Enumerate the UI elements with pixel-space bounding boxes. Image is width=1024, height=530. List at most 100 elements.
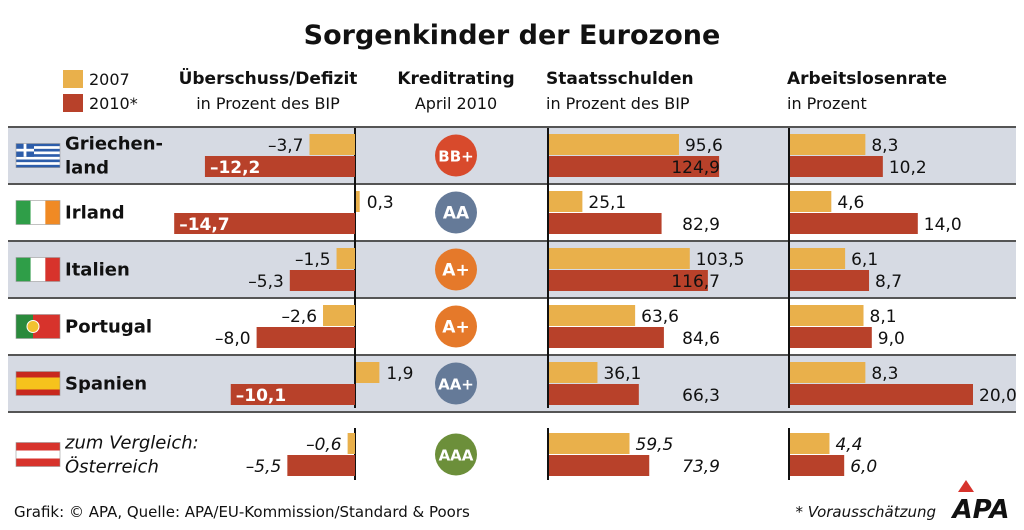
unemployment-value-label: 8,3: [871, 364, 898, 384]
deficit-bar-2010: [289, 270, 355, 291]
flag-part: [30, 200, 46, 225]
unemployment-value-label: 10,2: [889, 158, 927, 178]
deficit-value-label: –8,0: [215, 329, 251, 349]
unemployment-bar-2010: [789, 270, 870, 291]
deficit-value-label: –1,5: [295, 250, 331, 270]
rating-badge: [435, 305, 477, 348]
debt-value-label: 59,5: [636, 435, 674, 455]
deficit-value-label: –2,6: [281, 307, 317, 327]
country-name: land: [65, 158, 109, 179]
column-subheader-schulden: in Prozent des BIP: [546, 94, 690, 113]
footer-source: Grafik: © APA, Quelle: APA/EU-Kommission…: [14, 503, 470, 521]
debt-value-label: 82,9: [682, 215, 720, 235]
debt-bar-2007: [548, 362, 598, 383]
unemployment-value-label: 6,1: [851, 250, 878, 270]
unemployment-bar-2010: [789, 455, 845, 476]
unemployment-value-label: 6,0: [850, 457, 877, 477]
unemployment-bar-2007: [789, 362, 866, 383]
debt-value-label: 103,5: [696, 250, 745, 270]
ireland-flag: [15, 200, 61, 225]
unemployment-bar-2007: [789, 134, 866, 155]
debt-axis: [547, 428, 549, 480]
unemployment-axis: [788, 428, 790, 480]
flag-part: [16, 146, 60, 150]
deficit-bar-2010: [174, 213, 355, 234]
italy-flag: [15, 257, 61, 282]
apa-logo-mark: [958, 480, 974, 492]
country-name: Portugal: [65, 317, 152, 338]
row-divider: [8, 354, 1016, 356]
unemployment-bar-2010: [789, 384, 973, 405]
unemployment-value-label: 8,1: [870, 307, 897, 327]
flag-part: [16, 377, 60, 390]
debt-bar-2010: [548, 455, 650, 476]
flag-part: [16, 200, 31, 225]
debt-bar-2007: [548, 305, 636, 326]
flag-part: [16, 156, 60, 160]
rating-label: AA: [443, 204, 470, 224]
debt-bar-2010: [548, 270, 708, 291]
apa-logo-text: APA: [951, 495, 1010, 525]
flag-part: [16, 148, 60, 152]
debt-bar-2007: [548, 134, 679, 155]
debt-value-label: 95,6: [685, 136, 723, 156]
country-name: Spanien: [65, 374, 147, 395]
spain-flag: [15, 371, 61, 396]
flag-part: [23, 143, 27, 157]
unemployment-value-label: 4,4: [835, 435, 862, 455]
country-name: Österreich: [65, 456, 159, 478]
row-divider: [8, 411, 1016, 413]
flag-border: [15, 442, 61, 467]
deficit-bar-2007: [309, 134, 355, 155]
unemployment-bar-2007: [789, 248, 846, 269]
row-divider: [8, 240, 1016, 242]
debt-bar-2007: [548, 433, 630, 454]
deficit-value-label: –3,7: [268, 136, 304, 156]
country-name: Irland: [65, 203, 125, 224]
flag-part: [16, 257, 31, 282]
rating-label: AAA: [439, 447, 474, 465]
flag-part: [16, 151, 60, 155]
rating-label: A+: [442, 261, 469, 281]
column-header-rating: Kreditrating: [397, 69, 514, 89]
rating-badge: [435, 191, 477, 234]
deficit-bar-2007: [323, 305, 355, 326]
rating-label: A+: [442, 318, 469, 338]
legend-label: 2007: [89, 70, 130, 89]
flag-border: [15, 257, 61, 282]
debt-bar-2010: [548, 213, 662, 234]
column-header-defizit: Überschuss/Defizit: [179, 67, 358, 89]
flag-part: [16, 162, 60, 166]
deficit-bar-2010: [256, 327, 355, 348]
deficit-value-label: –0,6: [306, 435, 342, 455]
rating-badge: [435, 362, 477, 405]
flag-part: [16, 154, 60, 158]
unemployment-bar-2007: [789, 305, 864, 326]
debt-value-label: 36,1: [603, 364, 641, 384]
legend-swatch: [63, 94, 83, 112]
legend-swatch: [63, 70, 83, 88]
deficit-bar-2010: [204, 156, 355, 177]
flag-part: [30, 257, 46, 282]
austria-flag: [15, 442, 61, 467]
deficit-value-label: –14,7: [179, 215, 229, 235]
debt-value-label: 73,9: [682, 457, 720, 477]
debt-bar-2010: [548, 327, 664, 348]
rating-badge: [435, 433, 477, 476]
unemployment-value-label: 8,7: [875, 272, 902, 292]
debt-axis: [547, 128, 549, 408]
unemployment-bar-2010: [789, 156, 883, 177]
flag-part: [16, 164, 60, 168]
debt-value-label: 116,7: [671, 272, 720, 292]
deficit-value-label: –5,3: [248, 272, 284, 292]
deficit-bar-2007: [356, 362, 380, 383]
page-title: Sorgenkinder der Eurozone: [304, 20, 721, 51]
debt-value-label: 84,6: [682, 329, 720, 349]
country-name: zum Vergleich:: [64, 433, 199, 454]
flag-part: [45, 257, 60, 282]
country-name: Italien: [65, 260, 130, 281]
debt-value-label: 66,3: [682, 386, 720, 406]
column-subheader-rating: April 2010: [415, 94, 497, 113]
rating-label: AA+: [438, 376, 474, 394]
flag-border: [15, 371, 61, 396]
